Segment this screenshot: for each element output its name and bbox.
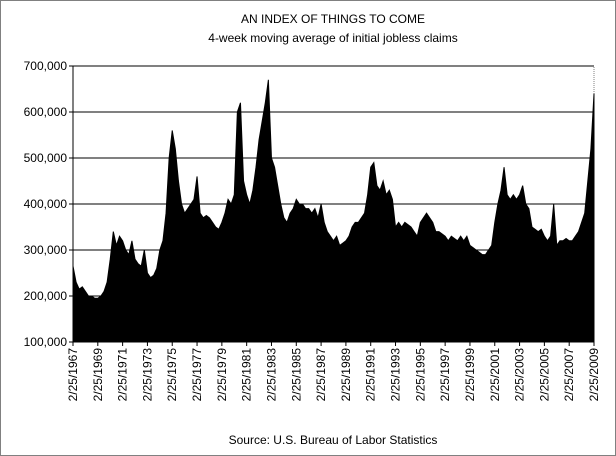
x-tick-label: 2/25/1971 xyxy=(116,348,130,402)
y-tick-label: 100,000 xyxy=(24,335,68,349)
x-tick-label: 2/25/2007 xyxy=(562,348,576,402)
x-tick-label: 2/25/1983 xyxy=(264,348,278,402)
x-tick-label: 2/25/2003 xyxy=(513,348,527,402)
x-tick-label: 2/25/1973 xyxy=(140,348,154,402)
area xyxy=(72,79,595,343)
x-tick-label: 2/25/1977 xyxy=(190,348,204,402)
x-tick-label: 2/25/1993 xyxy=(389,348,403,402)
x-tick-label: 2/25/1967 xyxy=(66,348,80,402)
y-tick-label: 400,000 xyxy=(24,197,68,211)
x-tick-label: 2/25/1997 xyxy=(438,348,452,402)
chart-subtitle: 4-week moving average of initial jobless… xyxy=(208,31,457,45)
x-tick-label: 2/25/1987 xyxy=(314,348,328,402)
x-tick-label: 2/25/1979 xyxy=(215,348,229,402)
source-note: Source: U.S. Bureau of Labor Statistics xyxy=(229,433,438,447)
x-tick-label: 2/25/1995 xyxy=(413,348,427,402)
y-tick-label: 700,000 xyxy=(24,59,68,73)
x-tick-label: 2/25/1969 xyxy=(91,348,105,402)
x-tick-label: 2/25/2005 xyxy=(537,348,551,402)
y-tick-label: 600,000 xyxy=(24,105,68,119)
y-tick-label: 200,000 xyxy=(24,289,68,303)
x-tick-label: 2/25/1989 xyxy=(339,348,353,402)
x-tick-label: 2/25/1981 xyxy=(240,348,254,402)
x-tick-label: 2/25/1975 xyxy=(165,348,179,402)
x-tick-label: 2/25/2009 xyxy=(587,348,601,402)
y-tick-label: 500,000 xyxy=(24,151,68,165)
y-tick-label: 300,000 xyxy=(24,243,68,257)
x-tick-label: 2/25/1999 xyxy=(463,348,477,402)
x-tick-label: 2/25/2001 xyxy=(488,348,502,402)
x-tick-label: 2/25/1985 xyxy=(289,348,303,402)
chart-title: AN INDEX OF THINGS TO COME xyxy=(241,12,425,26)
x-tick-label: 2/25/1991 xyxy=(364,348,378,402)
